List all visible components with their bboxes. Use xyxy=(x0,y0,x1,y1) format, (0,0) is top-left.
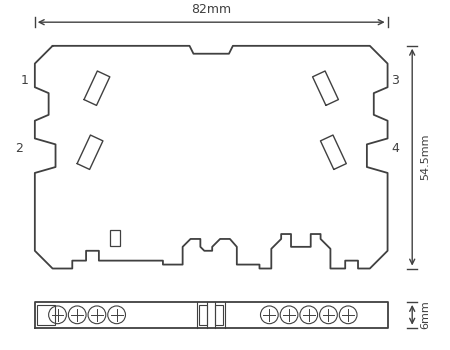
Bar xyxy=(37,305,54,325)
Bar xyxy=(215,305,223,325)
Text: 54.5mm: 54.5mm xyxy=(420,134,430,180)
Text: 6mm: 6mm xyxy=(420,300,430,329)
Bar xyxy=(199,305,207,325)
Text: 4: 4 xyxy=(392,142,400,155)
Bar xyxy=(110,230,120,246)
Text: 82mm: 82mm xyxy=(191,3,231,16)
Text: 3: 3 xyxy=(392,74,400,87)
Text: 1: 1 xyxy=(21,74,29,87)
Text: 2: 2 xyxy=(15,142,23,155)
